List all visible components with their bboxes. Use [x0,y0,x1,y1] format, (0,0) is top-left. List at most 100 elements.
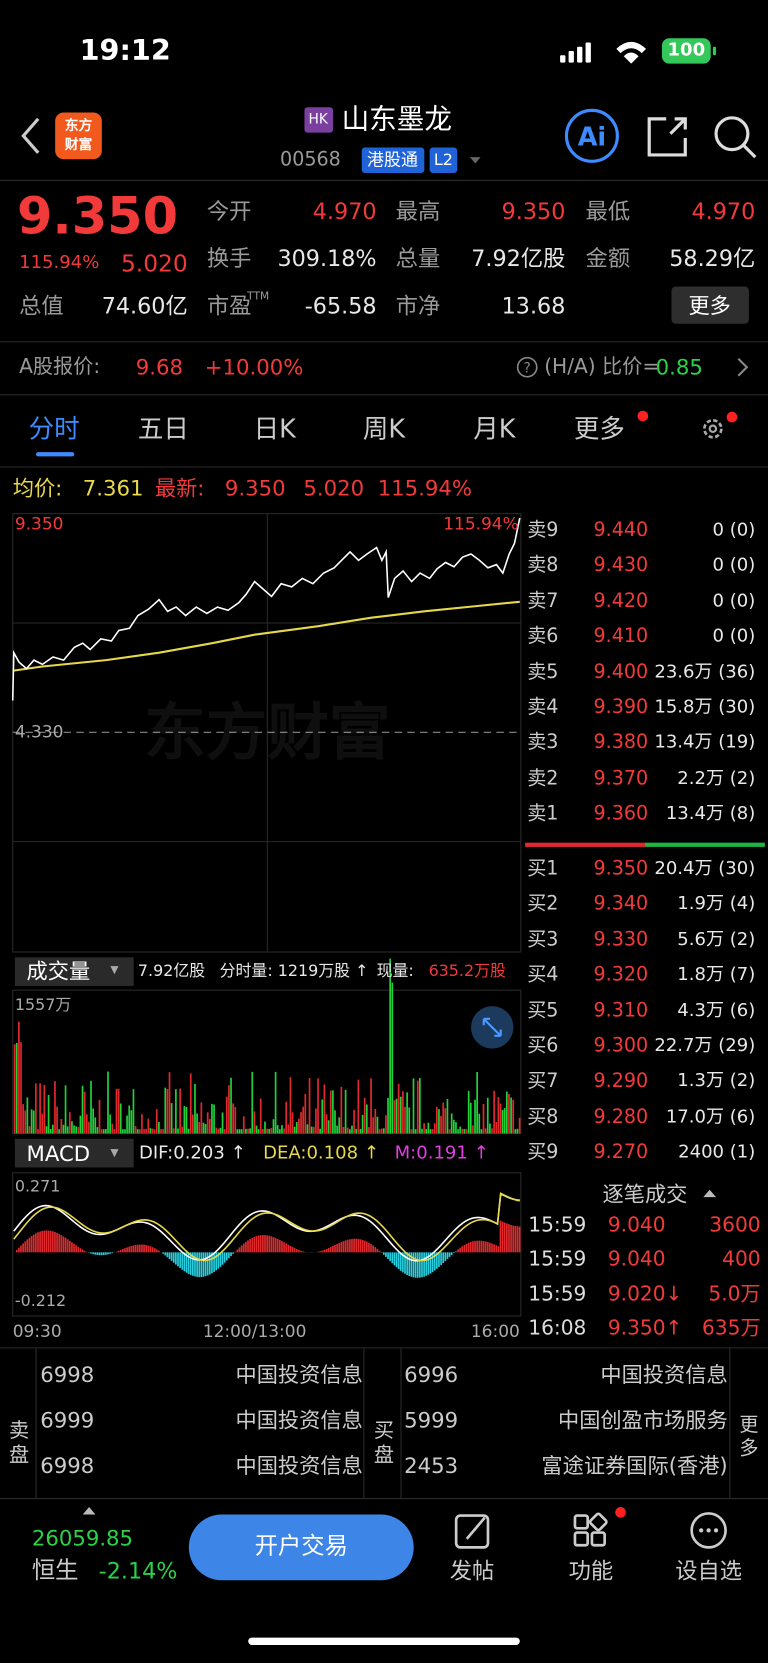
volume-current: 635.2万股 [428,961,506,981]
macd-dif: DIF:0.203 ↑ [138,1142,246,1164]
book-volume: 0 (0) [712,554,756,577]
hk-badge [304,107,334,133]
book-level: 卖4 [527,696,559,719]
broker-name: 富途证券国际(香港) [541,1452,728,1479]
book-volume: 2.2万 (2) [677,767,756,789]
broker-code: 6999 [40,1407,95,1433]
x-label: 12:00/13:00 [202,1321,307,1342]
book-volume: 1.9万 (4) [677,893,756,915]
help-icon[interactable] [516,356,538,378]
more-button[interactable] [671,286,749,324]
trade-button-label[interactable]: 开户交易 [254,1533,348,1561]
book-price: 9.290 [593,1070,649,1093]
more-button-label[interactable]: 更多 [688,292,731,319]
x-label: 09:30 [12,1321,62,1342]
expand-index[interactable] [82,1507,96,1515]
settings-icon[interactable] [703,418,723,439]
book-level: 买3 [527,928,559,951]
dropdown-icon[interactable]: ▼ [110,1147,119,1159]
book-price: 9.410 [593,625,649,648]
chart-info: 最新: [154,475,205,501]
pct-max-label: 115.94% [443,513,519,534]
y-max-label: 9.350 [14,513,64,534]
macd-min: -0.212 [14,1291,67,1311]
trade-button[interactable] [188,1514,414,1581]
trade-price: 9.040 [607,1213,666,1237]
macd-m: M:0.191 ↑ [394,1142,489,1164]
broker-code: 6996 [404,1361,459,1388]
trade-time: 15:59 [528,1247,587,1272]
stat-value: 58.29亿 [669,245,756,272]
watermark: 东方财富 [144,696,391,769]
book-price: 9.390 [593,696,649,719]
index-name: 恒生 [31,1557,79,1585]
stat-value: 13.68 [501,293,566,319]
share-icon[interactable] [647,117,687,157]
a-share-pct: +10.00% [204,354,304,380]
trade-price: 9.350↑ [607,1316,683,1341]
chart-info: 9.350 [224,475,286,501]
ask-bar [525,842,645,847]
trade-volume: 5.0万 [708,1282,761,1306]
index-pct: -2.14% [98,1558,178,1584]
volume-split: 分时量: 1219万股 ↑ [219,961,369,981]
stat-label: 最低 [585,198,631,225]
stat-value: 309.18% [277,245,377,272]
tag: L2 [433,150,453,170]
price-line [11,517,521,701]
book-price: 9.440 [593,518,649,542]
logo [55,112,102,160]
macd-bars [13,1192,521,1278]
dropdown-icon[interactable]: ▼ [110,964,119,977]
macd-dea: DEA:0.108 ↑ [263,1142,379,1164]
a-share-price: 9.68 [135,354,184,380]
stat-label: 换手 [206,245,252,272]
book-price: 9.370 [593,767,649,790]
avg-price-line [12,600,520,672]
separators [0,179,768,1500]
tab[interactable]: 周K [362,413,406,444]
trade-volume: 635万 [701,1316,761,1341]
book-price: 9.280 [593,1105,649,1128]
nav-label[interactable]: 设自选 [675,1558,743,1584]
stat-value: 9.350 [501,198,566,225]
macd-line [13,1192,520,1262]
book-volume: 2400 (1) [678,1141,756,1163]
sort-icon[interactable] [703,1189,717,1198]
nav-icons [454,1512,727,1549]
volume-total: 7.92亿股 [137,961,206,981]
broker-code: 5999 [404,1407,459,1433]
book-volume: 0 (0) [712,590,756,612]
macd-line [13,1192,520,1262]
y-ref-label: 4.330 [14,721,64,742]
search-icon[interactable] [714,116,750,152]
book-volume: 4.3万 (6) [677,999,756,1022]
tab[interactable]: 日K [253,413,296,444]
tab[interactable]: 月K [473,413,516,444]
tab[interactable]: 五日 [137,413,189,444]
back-icon[interactable] [21,117,40,154]
broker-name: 中国创盈市场服务 [557,1407,728,1433]
trade-time: 15:59 [528,1282,587,1306]
tab[interactable]: 更多 [573,413,625,444]
tag-bg [429,147,458,173]
book-level: 买2 [527,892,559,916]
nav-label[interactable]: 功能 [568,1558,614,1584]
tag: 港股通 [367,149,418,170]
ai-icon[interactable] [564,108,619,163]
tab[interactable]: 分时 [28,413,80,444]
book-level: 买9 [527,1141,559,1164]
chevron[interactable] [737,357,749,377]
brokers-more[interactable]: 更多 [739,1414,759,1460]
last-price: 9.350 [16,186,179,247]
stock-name: 山东墨龙 [341,104,452,136]
stat-label: 总值 [19,293,64,319]
status-icons [560,38,717,64]
book-level: 卖7 [527,589,559,613]
status-time: 19:12 [79,34,171,68]
dropdown-icon[interactable] [469,157,481,164]
nav-label[interactable]: 发帖 [449,1558,495,1584]
book-volume: 22.7万 (29) [654,1035,756,1057]
trade-price: 9.040 [607,1247,666,1272]
